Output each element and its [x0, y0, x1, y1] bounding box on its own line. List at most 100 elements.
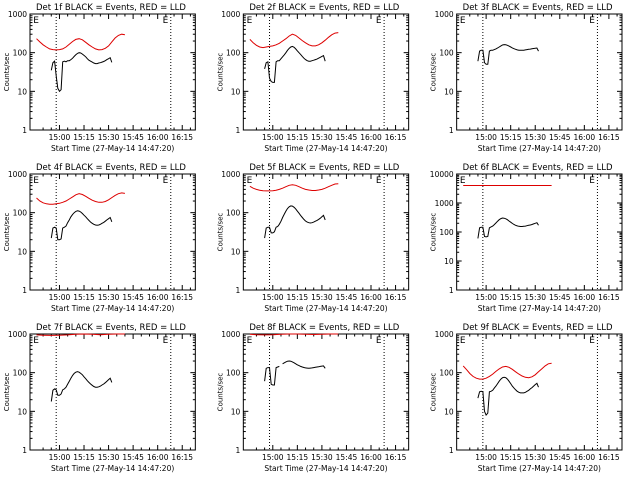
plot-frame [456, 13, 623, 131]
events-series-line [264, 45, 326, 83]
y-tick-label: 1000 [221, 330, 240, 339]
plot-panel-9: Det 9f BLACK = Events, RED = LLD 1 10 100 10… [430, 323, 623, 473]
x-tick-label: 15:30 [524, 133, 546, 142]
E-marker-left: E [33, 176, 39, 186]
events-series-line [50, 371, 113, 402]
y-axis-label: Counts/sec [430, 53, 438, 92]
lld-series-line [36, 333, 125, 336]
x-tick-label: 16:00 [147, 133, 169, 142]
plot-title: Det 6f BLACK = Events, RED = LLD [463, 163, 613, 173]
y-axis-label: Counts/sec [3, 53, 11, 92]
y-tick-label: 100 [439, 369, 454, 378]
x-tick-label: 16:00 [147, 293, 169, 302]
y-tick-label: 100 [13, 209, 28, 218]
y-tick-label: 100 [439, 228, 454, 237]
x-axis-label: Start Time (27-May-14 14:47:20) [51, 304, 174, 313]
E-marker-right: E [589, 176, 595, 186]
x-tick-label: 16:00 [360, 453, 382, 462]
plot-panel-8: Det 8f BLACK = Events, RED = LLD 1 10 100 10… [216, 323, 410, 473]
plot-title: Det 2f BLACK = Events, RED = LLD [249, 3, 399, 13]
E-marker-left: E [460, 336, 466, 346]
x-tick-label: 15:30 [311, 453, 333, 462]
events-series-line [477, 217, 539, 239]
x-tick-label: 15:45 [549, 133, 571, 142]
plot-frame [29, 13, 196, 131]
lld-series-line [36, 192, 125, 205]
plot-panel-6: Det 6f BLACK = Events, RED = LLD 1 10 100 10… [430, 163, 623, 313]
y-tick-label: 10 [231, 247, 241, 256]
x-tick-label: 16:00 [360, 293, 382, 302]
y-tick-label: 100 [13, 369, 28, 378]
y-axis-label: Counts/sec [430, 373, 438, 412]
x-tick-label: 15:45 [549, 453, 571, 462]
y-tick-label: 1000 [221, 170, 240, 179]
x-tick-label: 15:45 [336, 133, 358, 142]
x-tick-label: 15:30 [524, 293, 546, 302]
E-marker-left: E [247, 16, 253, 26]
x-tick-label: 15:00 [49, 133, 71, 142]
E-marker-right: E [163, 16, 169, 26]
y-tick-label: 1000 [8, 330, 27, 339]
y-tick-label: 1000 [8, 170, 27, 179]
x-tick-label: 15:30 [98, 453, 120, 462]
x-axis-label: Start Time (27-May-14 14:47:20) [264, 304, 387, 313]
x-tick-label: 15:00 [475, 293, 497, 302]
x-tick-label: 16:00 [574, 293, 596, 302]
y-axis-label: Counts/sec [216, 373, 224, 412]
y-tick-label: 1000 [8, 10, 27, 19]
plot-panel-2: Det 2f BLACK = Events, RED = LLD 1 10 100 10… [216, 3, 410, 153]
y-tick-label: 1 [236, 286, 241, 295]
x-tick-label: 16:15 [171, 293, 193, 302]
x-tick-label: 15:00 [49, 453, 71, 462]
x-tick-label: 15:45 [549, 293, 571, 302]
x-tick-label: 15:00 [262, 133, 284, 142]
plot-panel-7: Det 7f BLACK = Events, RED = LLD 1 10 100 10… [3, 323, 196, 473]
y-tick-label: 100 [439, 49, 454, 58]
y-axis-label: Counts/sec [3, 213, 11, 252]
plot-panel-3: Det 3f BLACK = Events, RED = LLD 1 10 100 10… [430, 3, 623, 153]
lld-series-line [462, 362, 552, 380]
x-tick-label: 15:45 [122, 293, 144, 302]
x-axis-label: Start Time (27-May-14 14:47:20) [264, 464, 387, 473]
lld-series-line [249, 333, 339, 336]
x-tick-label: 16:15 [385, 133, 407, 142]
y-axis-label: Counts/sec [430, 213, 438, 252]
plot-title: Det 4f BLACK = Events, RED = LLD [36, 163, 186, 173]
x-tick-label: 16:15 [598, 133, 620, 142]
y-tick-label: 10 [17, 247, 27, 256]
x-tick-label: 15:00 [262, 293, 284, 302]
plot-frame [456, 333, 623, 451]
plot-frame [29, 173, 196, 291]
x-tick-label: 15:15 [73, 293, 95, 302]
x-tick-label: 16:15 [385, 293, 407, 302]
E-marker-right: E [376, 336, 382, 346]
x-tick-label: 16:15 [171, 453, 193, 462]
x-tick-label: 16:15 [385, 453, 407, 462]
plot-panel-5: Det 5f BLACK = Events, RED = LLD 1 10 100 10… [216, 163, 410, 313]
y-tick-label: 1000 [435, 10, 454, 19]
x-tick-label: 16:00 [147, 453, 169, 462]
E-marker-left: E [460, 176, 466, 186]
y-tick-label: 1 [449, 446, 454, 455]
lld-series-line [249, 32, 339, 49]
x-tick-label: 15:30 [98, 133, 120, 142]
x-axis-label: Start Time (27-May-14 14:47:20) [264, 144, 387, 153]
y-tick-label: 1 [22, 286, 27, 295]
y-tick-label: 100 [13, 49, 28, 58]
lld-series-line [249, 183, 339, 192]
x-tick-label: 15:45 [122, 453, 144, 462]
y-tick-label: 1 [449, 126, 454, 135]
plot-title: Det 5f BLACK = Events, RED = LLD [249, 163, 399, 173]
y-tick-label: 1000 [435, 330, 454, 339]
y-tick-label: 1 [236, 446, 241, 455]
x-axis-label: Start Time (27-May-14 14:47:20) [478, 464, 601, 473]
y-tick-label: 10000 [430, 170, 454, 179]
y-tick-label: 100 [226, 209, 241, 218]
E-marker-left: E [33, 16, 39, 26]
events-series-line [264, 360, 326, 386]
plot-panel-4: Det 4f BLACK = Events, RED = LLD 1 10 100 10… [3, 163, 196, 313]
y-tick-label: 1000 [435, 199, 454, 208]
x-tick-label: 15:30 [524, 453, 546, 462]
events-series-line [50, 52, 113, 93]
